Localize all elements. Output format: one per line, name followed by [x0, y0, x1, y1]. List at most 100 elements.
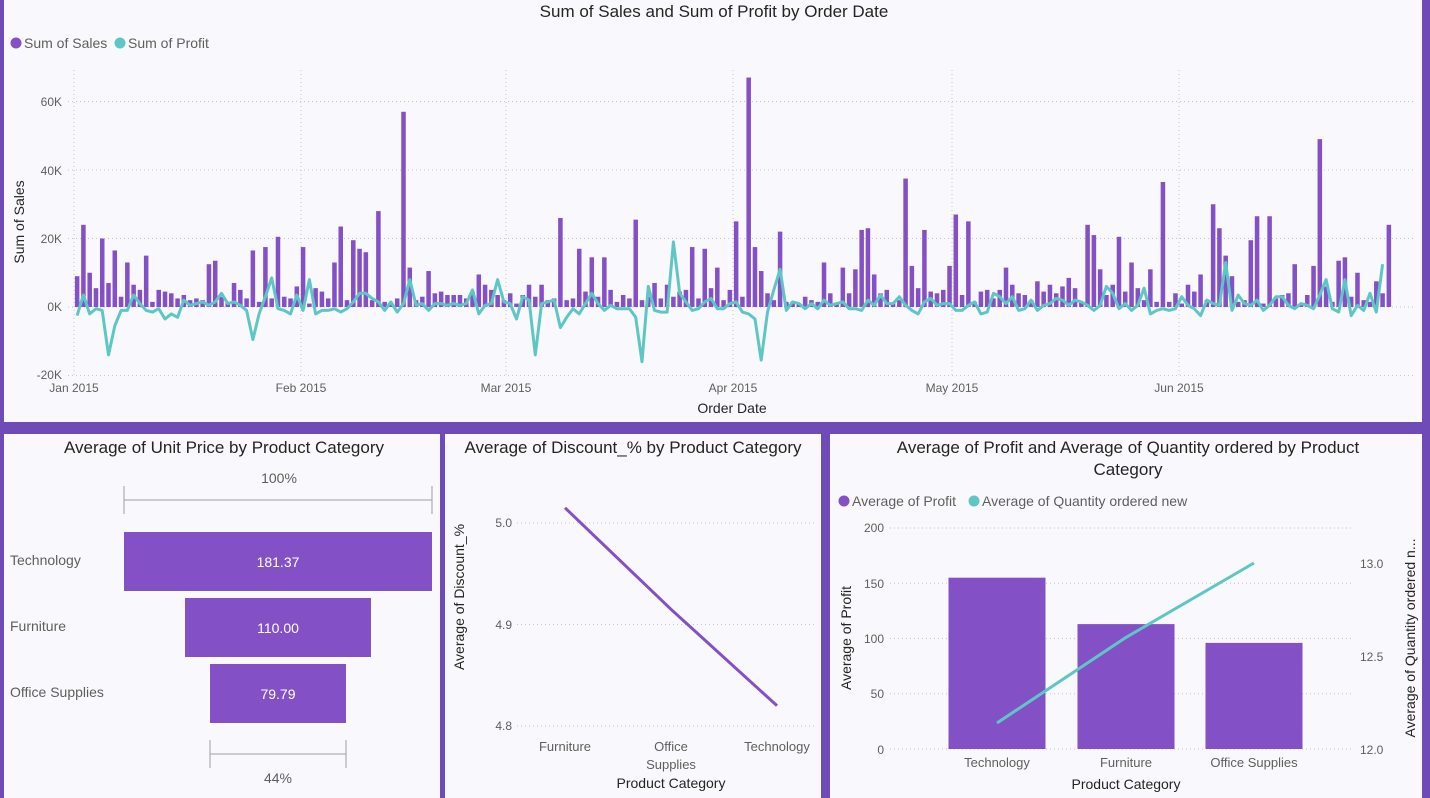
sales-bar [608, 289, 613, 308]
sales-bar [313, 288, 318, 307]
sales-bar [878, 293, 883, 307]
legend-sales-label[interactable]: Sum of Sales [24, 35, 107, 51]
funnel-bar[interactable] [124, 532, 432, 591]
sales-bar [633, 219, 638, 307]
sales-bar [1123, 291, 1128, 307]
sales-bar [338, 226, 343, 307]
sales-bar [1085, 224, 1090, 307]
sales-bar [1091, 235, 1097, 307]
sales-bar [1217, 228, 1222, 307]
funnel-bottom-percent: 44% [264, 770, 292, 786]
sales-bar [696, 298, 701, 307]
sales-bar [1154, 301, 1159, 307]
sales-bar [1273, 298, 1279, 307]
y-tick: 60K [41, 95, 62, 109]
sales-bar [1267, 216, 1272, 307]
funnel-bar[interactable] [185, 598, 371, 657]
sales-bar [1367, 301, 1373, 307]
x-tick: Feb 2015 [276, 381, 327, 395]
sales-bar [689, 247, 695, 307]
sales-bar [388, 303, 394, 307]
sales-bar [846, 293, 852, 307]
sales-bar [344, 300, 350, 307]
sales-bar [715, 267, 720, 307]
sales-bar [934, 293, 940, 307]
sales-bar [834, 303, 839, 307]
sales-bar [175, 298, 180, 307]
sales-bar [1198, 274, 1203, 307]
profit-bar [1205, 642, 1303, 749]
sales-bar [1235, 301, 1241, 307]
x-tick: Jan 2015 [49, 381, 99, 395]
sales-bar [476, 274, 482, 307]
legend: Average of Profit Average of Quantity or… [838, 493, 1188, 509]
legend-quantity-label[interactable]: Average of Quantity ordered new [982, 493, 1188, 509]
x-tick-line1: Office [654, 739, 688, 754]
quantity-line [996, 561, 1255, 725]
sales-bar [1348, 296, 1354, 307]
sales-bar [1279, 295, 1285, 307]
sales-bar [106, 283, 111, 307]
y-left-tick: 0 [877, 743, 884, 757]
sales-bar [740, 296, 745, 307]
sales-bar [821, 262, 827, 307]
funnel-value-label: 79.79 [260, 686, 295, 702]
sales-bar [733, 221, 739, 308]
sales-bar [1336, 260, 1341, 307]
legend: Sum of Sales Sum of Profit [10, 35, 209, 51]
sales-bar [169, 293, 174, 307]
sales-bar [514, 303, 519, 307]
sales-bar [394, 298, 400, 307]
sales-bar [432, 293, 438, 307]
funnel-stage-technology[interactable]: 181.37 Technology [10, 532, 432, 591]
sales-bar [206, 264, 212, 307]
sales-bar [438, 291, 444, 307]
sales-bar [231, 283, 237, 307]
legend-profit-label[interactable]: Average of Profit [852, 493, 956, 509]
sales-bar [702, 248, 708, 307]
sales-bar [840, 267, 846, 307]
sales-bar [947, 265, 952, 307]
sales-bar [1254, 216, 1260, 307]
sales-bar [357, 248, 362, 307]
legend-profit-label[interactable]: Sum of Profit [128, 35, 209, 51]
sales-bar [602, 257, 607, 307]
funnel-category-label: Office Supplies [10, 684, 104, 700]
sales-bar [721, 300, 726, 307]
funnel-stage-furniture[interactable]: 110.00 Furniture [10, 598, 371, 657]
sales-bar [903, 178, 908, 307]
sales-bar [614, 301, 620, 307]
funnel-category-label: Technology [10, 552, 81, 568]
profit-bar [948, 577, 1046, 749]
sales-bar [445, 295, 450, 307]
x-tick: Apr 2015 [709, 381, 758, 395]
y-tick: 4.9 [495, 618, 512, 632]
y-left-axis-title: Average of Profit [838, 586, 854, 690]
sales-bar [627, 298, 632, 307]
funnel-stage-office-supplies[interactable]: 79.79 Office Supplies [10, 664, 346, 723]
discount-chart-panel: Average of Discount_% by Product Categor… [445, 434, 821, 798]
legend-quantity-marker [968, 495, 980, 507]
sales-bar [1097, 269, 1103, 307]
x-tick: Mar 2015 [481, 381, 532, 395]
funnel-bar[interactable] [210, 664, 346, 723]
y-right-tick: 12.5 [1360, 650, 1384, 664]
sales-bar [897, 300, 902, 307]
y-right-axis-title: Average of Quantity ordered n... [1402, 539, 1418, 738]
x-axis-title: Order Date [697, 400, 766, 416]
sales-bar [915, 288, 921, 307]
sales-bar [1047, 284, 1053, 307]
sales-bar [1292, 264, 1297, 307]
sales-bar [671, 296, 676, 307]
y-axis: 60K 40K 20K 0K -20K Sum of Sales [11, 95, 62, 382]
x-tick: Office Supplies [1210, 755, 1298, 770]
sales-bar [1261, 303, 1266, 307]
sales-bar [382, 301, 387, 307]
x-tick: Technology [964, 755, 1030, 770]
sales-bar [1022, 295, 1028, 307]
sales-bar [683, 289, 689, 308]
sales-bar [727, 289, 733, 308]
sales-profit-chart: Sum of Sales and Sum of Profit by Order … [10, 2, 1414, 416]
sales-bar [1148, 269, 1153, 307]
sales-bar [281, 296, 287, 307]
